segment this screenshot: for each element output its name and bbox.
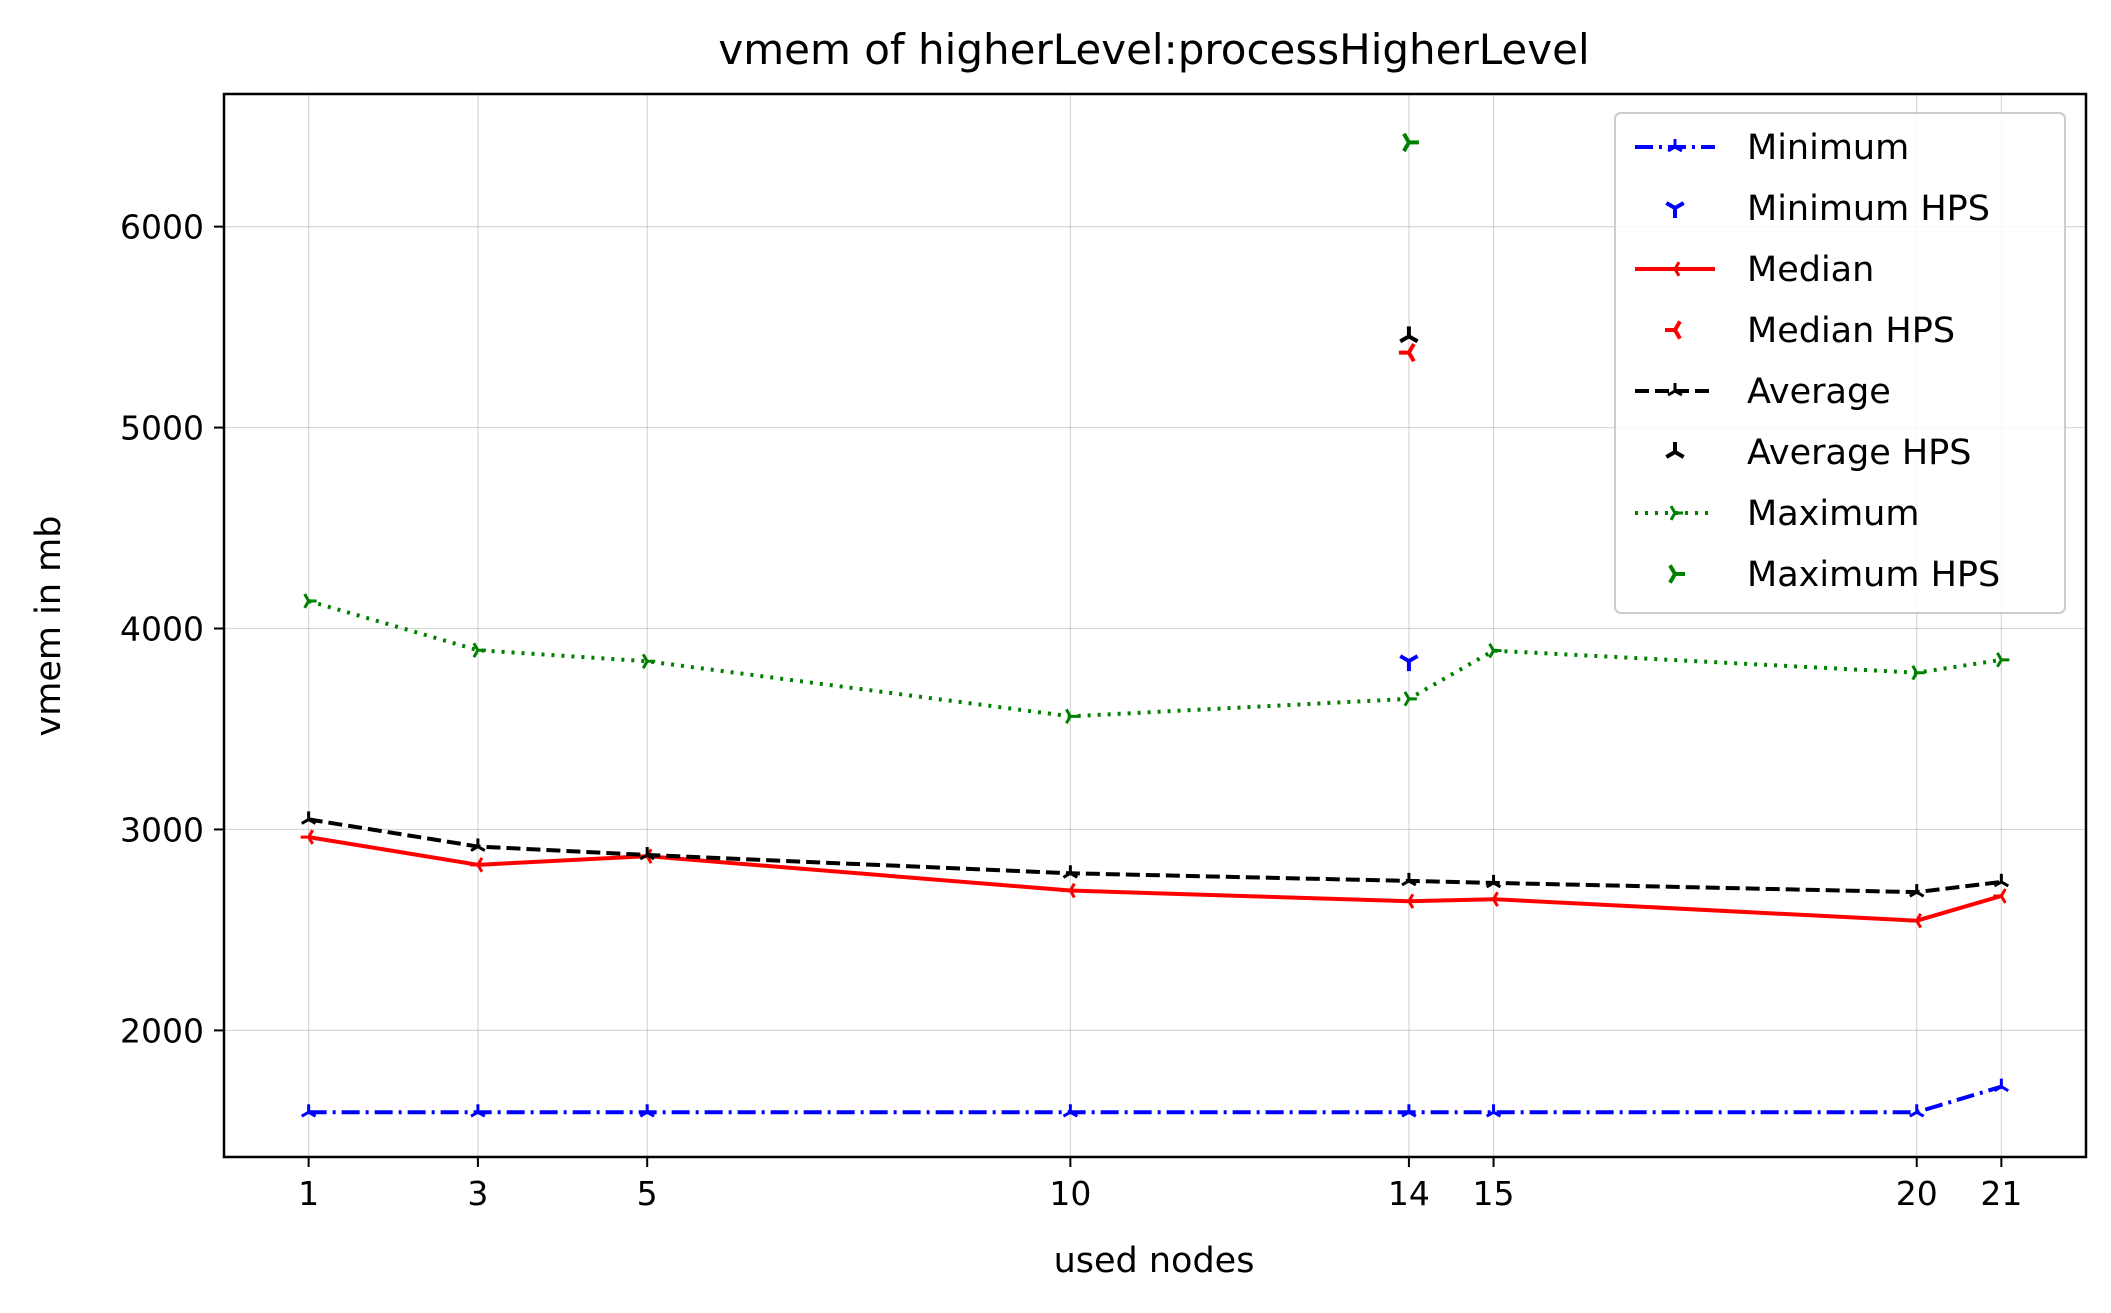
data-point: [1401, 1104, 1417, 1118]
data-point: [1062, 882, 1076, 899]
data-point: [639, 846, 655, 861]
data-point: [1403, 691, 1417, 707]
data-point: [1993, 888, 2007, 904]
y-tick-label: 4000: [120, 610, 204, 649]
series-line: [308, 817, 2002, 895]
legend-label: Minimum: [1747, 128, 1909, 168]
series-line: [308, 1084, 2002, 1115]
series-minimum: [300, 1078, 2010, 1118]
legend-label: Median: [1747, 250, 1874, 290]
x-axis: 1 3 5 10 14 15 20 21: [298, 1157, 2022, 1213]
x-tick-label: 21: [1980, 1174, 2022, 1213]
series-line: [308, 835, 2002, 923]
y-axis-label: vmem in mb: [29, 516, 69, 737]
data-point: [641, 653, 656, 669]
x-tick-label: 14: [1388, 1174, 1430, 1213]
x-axis-label: used nodes: [1054, 1241, 1255, 1281]
data-point: [300, 829, 314, 845]
data-point: [470, 1104, 486, 1118]
data-point: [1993, 1078, 2010, 1092]
data-point: [1400, 893, 1415, 909]
legend-entry: Average HPS: [1665, 433, 1972, 473]
data-point: [1909, 1104, 1925, 1118]
data-point: [1488, 642, 1502, 659]
data-point: [472, 642, 486, 658]
legend-marker: [1667, 261, 1681, 277]
data-point: [1909, 884, 1925, 898]
x-tick-label: 5: [637, 1174, 658, 1213]
data-point: [1485, 874, 1502, 889]
series-median-hps: [1398, 342, 1416, 363]
data-point: [1062, 1104, 1079, 1118]
legend-entry: Median HPS: [1665, 311, 1955, 351]
data-point: [639, 1104, 655, 1118]
data-point: [1399, 654, 1419, 672]
legend-entry: Maximum: [1635, 494, 1919, 534]
data-point: [1908, 913, 1923, 929]
data-point: [1401, 872, 1417, 887]
series-median: [300, 829, 2007, 929]
x-tick-label: 3: [467, 1174, 488, 1213]
legend-label: Median HPS: [1747, 311, 1955, 351]
legend-entry: Median: [1635, 250, 1874, 290]
x-tick-label: 10: [1049, 1174, 1091, 1213]
legend-box: [1614, 112, 2066, 614]
data-point: [469, 857, 484, 873]
legend-entry: Minimum: [1635, 128, 1909, 168]
data-point: [1993, 873, 2010, 888]
series-minimum-hps: [1399, 654, 1419, 672]
y-tick-label: 3000: [120, 810, 204, 849]
legend-marker: [1665, 320, 1682, 340]
legend-marker: [1667, 383, 1683, 397]
legend-marker: [1669, 505, 1683, 521]
legend-marker: [1665, 201, 1685, 218]
legend-entry: Minimum HPS: [1665, 189, 1990, 229]
legend-label: Maximum: [1747, 494, 1919, 534]
plot-frame: [222, 92, 2088, 1159]
series-maximum: [303, 593, 2010, 725]
y-tick-label: 5000: [120, 409, 204, 448]
data-point: [303, 593, 317, 609]
data-point: [300, 1104, 317, 1118]
legend-label: Average: [1747, 372, 1891, 412]
legend-label: Average HPS: [1747, 433, 1972, 473]
x-tick-label: 15: [1473, 1174, 1515, 1213]
data-point: [1399, 326, 1419, 344]
legend-entry: Average: [1635, 372, 1891, 412]
data-point: [1996, 652, 2010, 668]
series-line: [308, 599, 2002, 719]
legend-entry: Maximum HPS: [1668, 555, 2000, 595]
series-average: [300, 811, 2010, 898]
chart-title: vmem of higherLevel:processHigherLevel: [718, 25, 1589, 74]
legend-marker: [1667, 139, 1683, 153]
y-axis: 2000 3000 4000 5000 6000: [120, 208, 224, 1050]
series-maximum-hps: [1402, 132, 1419, 153]
data-point: [1398, 342, 1416, 363]
legend-label: Minimum HPS: [1747, 189, 1990, 229]
data-point: [1402, 132, 1419, 153]
y-tick-label: 6000: [120, 208, 204, 247]
y-tick-label: 2000: [120, 1011, 204, 1050]
series-average-hps: [1399, 326, 1419, 344]
legend-label: Maximum HPS: [1747, 555, 2000, 595]
data-point: [1911, 665, 1925, 681]
legend-marker: [1668, 564, 1685, 584]
data-point: [1485, 1104, 1502, 1118]
data-point: [1062, 865, 1079, 879]
x-tick-label: 20: [1896, 1174, 1938, 1213]
legend-marker: [1665, 442, 1685, 459]
data-point: [300, 811, 317, 825]
x-tick-label: 1: [298, 1174, 319, 1213]
plot-area: [300, 132, 2010, 1118]
data-point: [470, 838, 486, 852]
legend: Minimum Minimum HPS Median Median HPS Averag…: [1614, 112, 2066, 614]
data-point: [1485, 891, 1499, 907]
data-point: [1065, 708, 1079, 725]
